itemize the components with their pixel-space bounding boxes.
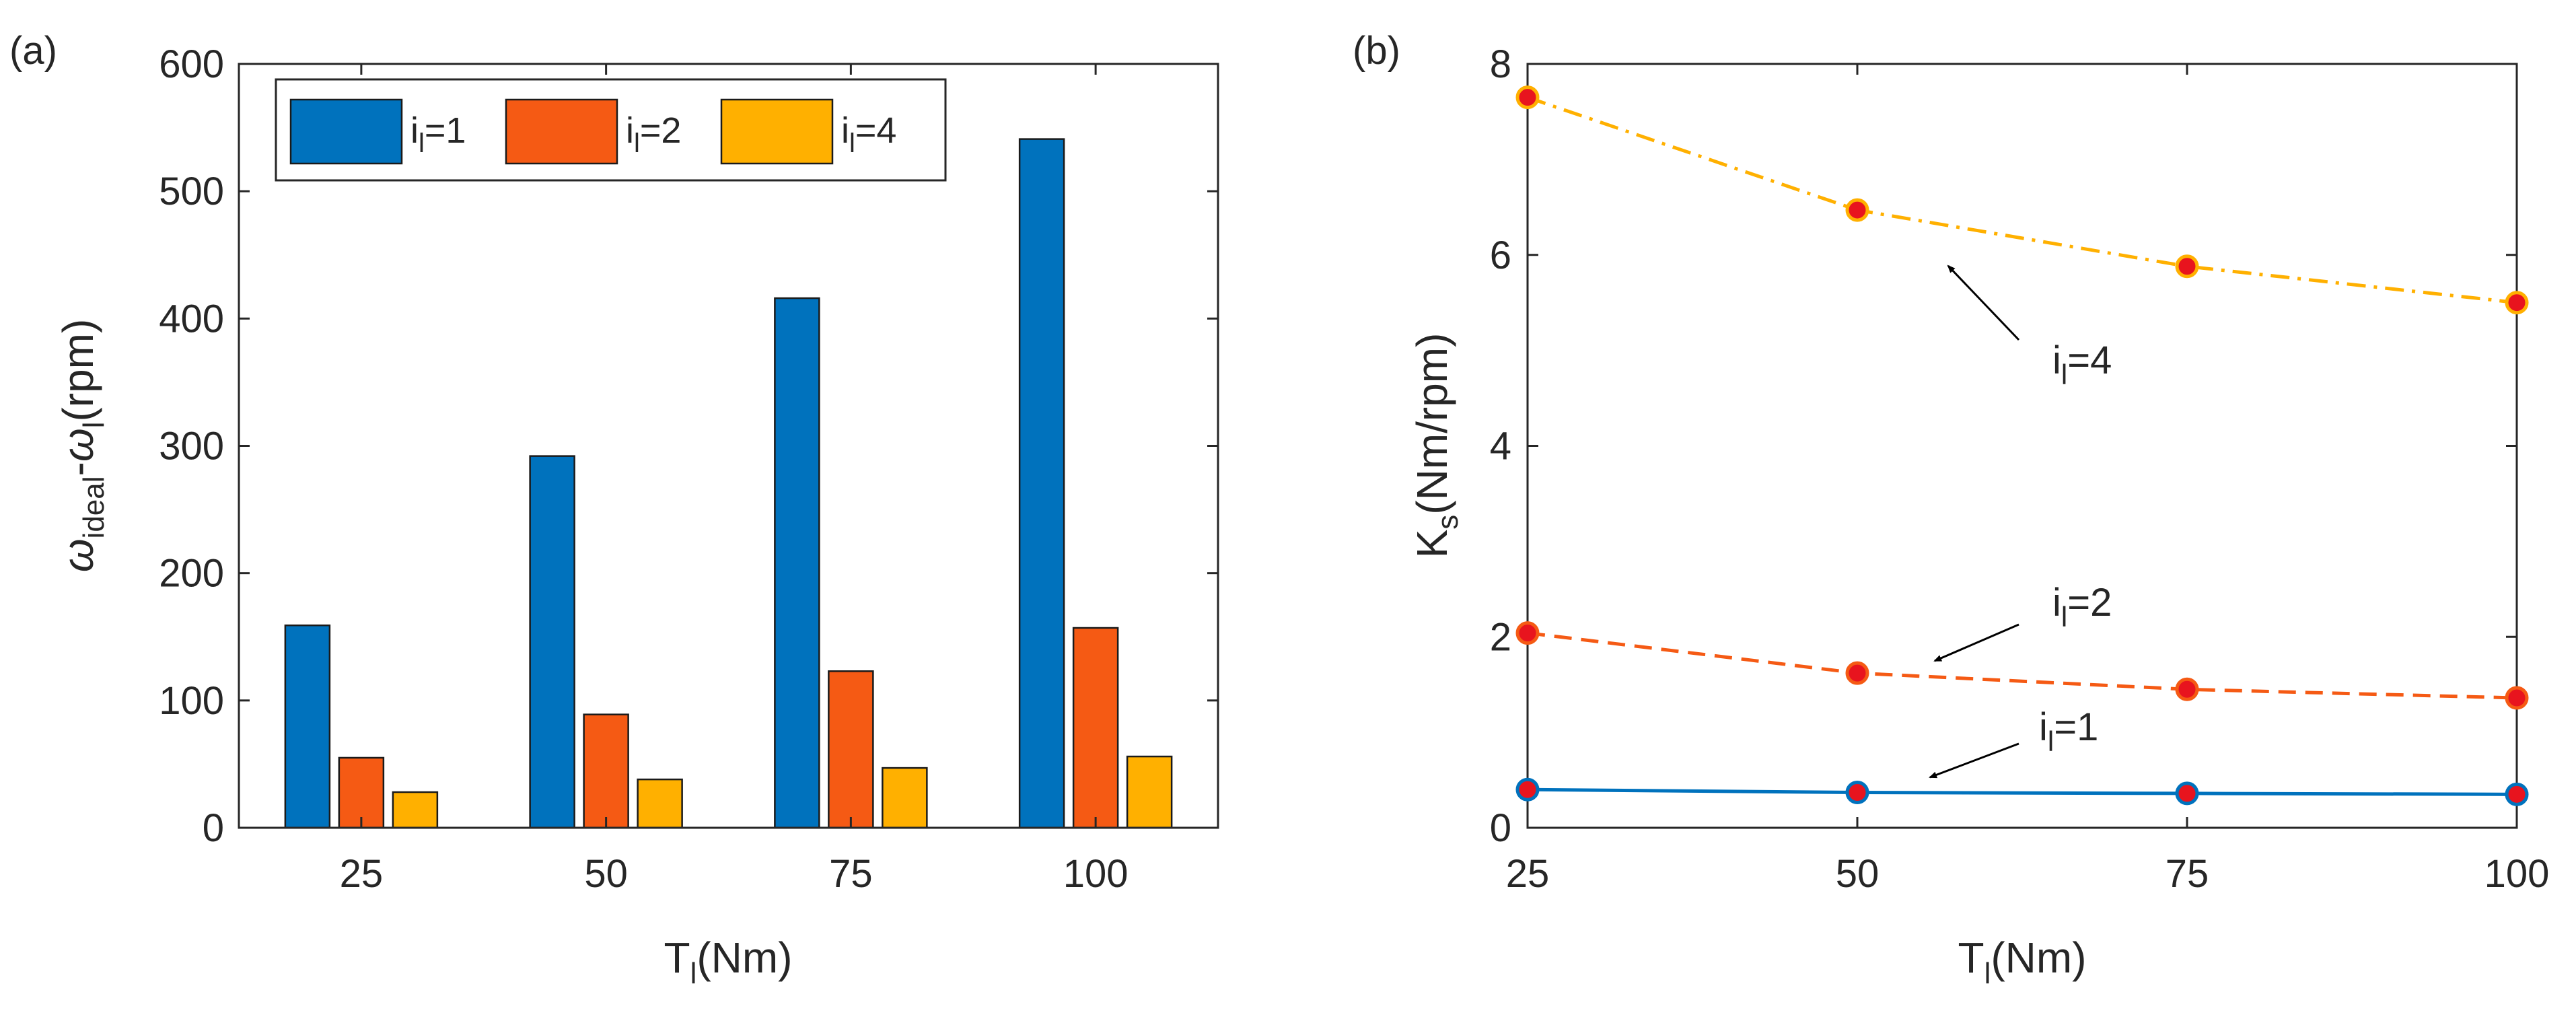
x-tick-label: 50 [584,852,628,896]
x-tick-label: 75 [2166,852,2209,896]
marker-i_l=2-50 [1845,661,1869,685]
bar-i_l=1-75 [774,297,820,829]
bar-group [284,138,1173,829]
marker-i_l=4-100 [2505,291,2529,315]
arrow-i2 [1933,623,2019,662]
y-tick-label: 300 [159,425,224,468]
line-series-group [1527,96,2517,796]
x-tick-label: 75 [829,852,873,896]
legend-label-1: il=1 [410,110,466,158]
line-i_l=1 [1527,787,2517,796]
x-tick-label: 25 [1506,852,1550,896]
annotation-i1: il=1 [1929,705,2098,779]
legend-swatch-3 [720,98,834,165]
arrow-i4 [1947,264,2020,341]
marker-i_l=4-50 [1845,198,1869,222]
marker-i_l=1-50 [1845,781,1869,805]
legend-label-2: il=2 [626,110,681,158]
bar-i_l=2-25 [338,756,385,829]
legend-label-3: il=4 [841,110,896,158]
y-ticks-a: 0 100 200 300 400 500 600 [159,42,1218,850]
annotation-label-i4: il=4 [2052,339,2112,390]
annotation-label-i1: il=1 [2039,705,2098,757]
marker-i_l=4-75 [2175,254,2199,279]
x-tick-label: 100 [2484,852,2550,896]
legend-a: il=1 il=2 il=4 [275,78,947,182]
y-tick-label: 600 [159,42,224,86]
bar-i_l=2-100 [1072,627,1119,829]
x-ticks-a: 25 50 75 100 [340,64,1129,896]
marker-i_l=2-25 [1515,621,1540,645]
y-ticks-b: 0 2 4 6 8 [1490,42,2517,850]
x-ticks-b: 25 50 75 100 [1506,64,2550,896]
annotation-i4: il=4 [1947,264,2112,390]
y-tick-label: 8 [1490,42,1511,86]
y-axis-label-a: ωideal-ωl(rpm) [54,319,110,573]
bar-i_l=1-50 [529,455,575,829]
bar-i_l=4-75 [882,767,928,829]
panel-a-label: (a) [9,29,57,73]
bar-i_l=4-100 [1126,755,1173,829]
legend-swatch-2 [505,98,618,165]
y-tick-label: 0 [203,806,224,850]
marker-i_l=2-75 [2175,677,2199,701]
annotation-label-i2: il=2 [2052,581,2112,633]
marker-i_l=1-25 [1515,777,1540,802]
annotation-i2: il=2 [1933,581,2112,662]
marker-i_l=2-100 [2505,686,2529,710]
y-tick-label: 6 [1490,234,1511,277]
bar-i_l=1-25 [284,624,331,829]
x-tick-label: 50 [1836,852,1880,896]
panel-b-label: (b) [1353,29,1400,73]
line-i_l=2 [1527,631,2517,700]
x-tick-label: 100 [1063,852,1129,896]
legend-swatch-1 [289,98,403,165]
x-tick-label: 25 [340,852,384,896]
panel-a-bar-chart: (a) 0 100 200 300 400 500 600 25 50 75 100 il=1 i… [9,29,1219,990]
bar-i_l=4-50 [637,778,683,829]
y-tick-label: 400 [159,297,224,341]
x-axis-label-a: Tl(Nm) [664,933,792,990]
y-tick-label: 0 [1490,806,1511,850]
y-axis-label-b: Ks(Nm/rpm) [1408,333,1464,559]
line-i_l=4 [1527,96,2517,305]
x-axis-label-b: Tl(Nm) [1958,933,2086,990]
bar-i_l=1-100 [1018,138,1065,829]
y-tick-label: 2 [1490,615,1511,659]
marker-i_l=1-75 [2175,781,2199,806]
y-tick-label: 100 [159,679,224,723]
bar-i_l=4-25 [392,791,439,829]
panel-b-line-chart: (b) 0 2 4 6 8 25 50 75 100 il=4 il=2 il=1 Ks(Nm… [1353,29,2549,990]
y-tick-label: 4 [1490,425,1511,468]
arrow-i1 [1929,742,2019,779]
marker-i_l=1-100 [2505,782,2529,806]
plot-frame-b [1526,63,2518,829]
bar-i_l=2-75 [828,670,874,829]
marker-i_l=4-25 [1515,85,1540,110]
y-tick-label: 500 [159,170,224,213]
bar-i_l=2-50 [583,713,629,829]
marker-group [1515,85,2529,806]
y-tick-label: 200 [159,552,224,596]
